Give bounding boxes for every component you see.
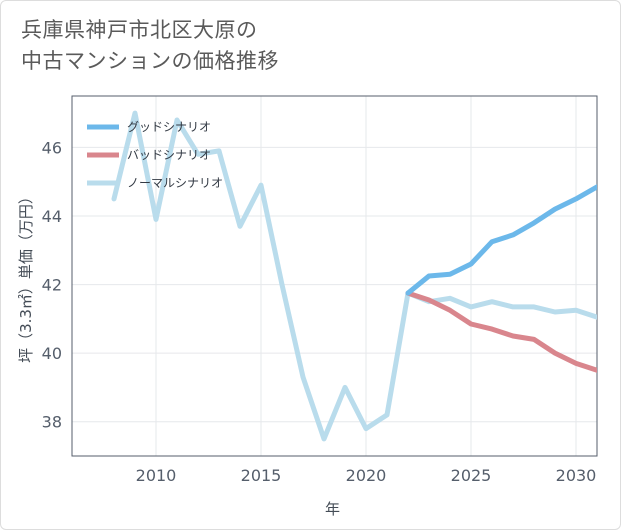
y-tick-label-40: 40 bbox=[42, 344, 62, 363]
x-tick-label-2025: 2025 bbox=[451, 466, 492, 485]
x-tick-label-2015: 2015 bbox=[241, 466, 282, 485]
y-tick-label-44: 44 bbox=[42, 207, 62, 226]
legend-label-bad: バッドシナリオ bbox=[127, 148, 211, 162]
legend-label-good: グッドシナリオ bbox=[127, 120, 211, 134]
series-line-normal bbox=[111, 110, 597, 442]
y-axis-label: 坪（3.3㎡）単価（万円） bbox=[17, 189, 35, 363]
legend-label-normal: ノーマルシナリオ bbox=[127, 176, 223, 190]
x-tick-label-2030: 2030 bbox=[556, 466, 597, 485]
x-axis-label: 年 bbox=[325, 500, 340, 518]
y-tick-label-42: 42 bbox=[42, 276, 62, 295]
x-tick-label-2010: 2010 bbox=[136, 466, 177, 485]
chart-title-line-1: 兵庫県神戸市北区大原の bbox=[21, 18, 258, 42]
chart-title: 兵庫県神戸市北区大原の 中古マンションの価格推移 bbox=[21, 15, 279, 77]
series-line-good bbox=[405, 184, 597, 296]
y-tick-label-38: 38 bbox=[42, 413, 62, 432]
chart-title-line-2: 中古マンションの価格推移 bbox=[21, 49, 279, 73]
y-tick-label-46: 46 bbox=[42, 138, 62, 157]
plot-frame bbox=[71, 95, 598, 457]
x-tick-label-2020: 2020 bbox=[346, 466, 387, 485]
series-line-bad bbox=[405, 290, 597, 373]
